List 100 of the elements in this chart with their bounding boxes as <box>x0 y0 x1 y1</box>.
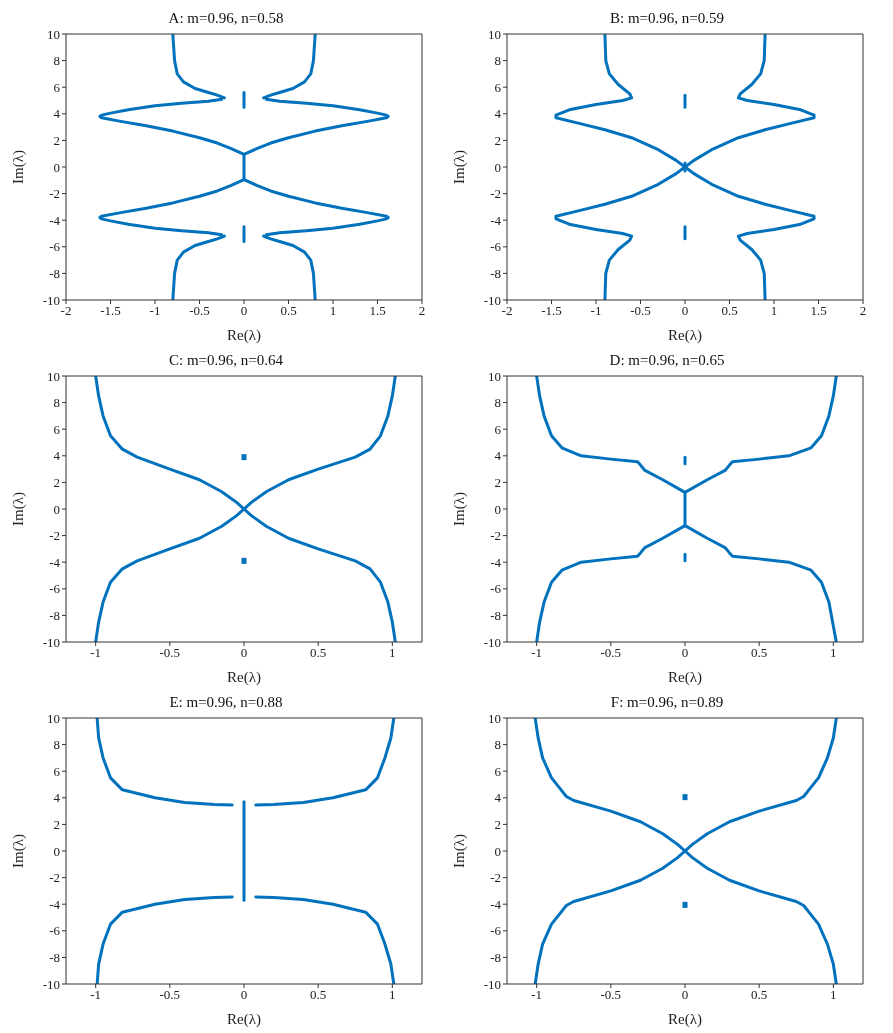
x-tick-label: -1 <box>90 987 102 1003</box>
y-tick-label: -2 <box>490 870 501 886</box>
y-tick-label: -6 <box>490 923 502 939</box>
y-tick-label: -10 <box>42 292 60 308</box>
y-tick-label: 10 <box>488 368 501 384</box>
x-axis-title: Re(λ) <box>227 669 261 686</box>
y-tick-label: -4 <box>49 554 61 570</box>
y-tick-label: 6 <box>53 763 61 779</box>
chart-title: F: m=0.96, n=0.89 <box>609 693 725 712</box>
x-tick-label: 1.5 <box>810 303 827 319</box>
y-tick-label: -10 <box>483 976 501 992</box>
y-axis-title: Im(λ) <box>10 492 28 526</box>
x-tick-label: 1 <box>389 645 396 661</box>
y-tick-label: 10 <box>47 26 60 42</box>
y-tick-label: -2 <box>49 870 60 886</box>
x-tick-label: 0.5 <box>751 645 768 661</box>
y-tick-label: 10 <box>47 710 60 726</box>
x-tick-label: 2 <box>859 303 867 319</box>
y-tick-label: 10 <box>488 26 501 42</box>
y-tick-label: 8 <box>494 53 501 69</box>
x-tick-label: 0.5 <box>310 645 327 661</box>
x-tick-label: -0.5 <box>189 303 210 319</box>
y-tick-label: -6 <box>490 581 502 597</box>
y-tick-label: 6 <box>494 763 502 779</box>
x-tick-label: 1 <box>830 987 837 1003</box>
y-tick-label: 10 <box>47 368 60 384</box>
y-tick-label: -4 <box>490 212 502 228</box>
y-tick-label: -10 <box>42 976 60 992</box>
chart-title: B: m=0.96, n=0.59 <box>609 9 725 28</box>
x-tick-label: -0.5 <box>630 303 651 319</box>
x-axis-title: Re(λ) <box>668 669 702 686</box>
x-axis-title: Re(λ) <box>668 1011 702 1028</box>
x-tick-label: -1.5 <box>100 303 121 319</box>
y-tick-label: -6 <box>49 923 61 939</box>
x-tick-label: 1 <box>830 645 837 661</box>
y-tick-label: -8 <box>490 266 501 282</box>
x-tick-label: 0.5 <box>751 987 768 1003</box>
chart-title: A: m=0.96, n=0.58 <box>167 9 285 28</box>
x-tick-label: 1 <box>770 303 778 319</box>
y-tick-label: 8 <box>494 737 501 753</box>
x-tick-label: -1 <box>531 645 543 661</box>
x-tick-label: 0 <box>681 303 689 319</box>
x-tick-label: -1 <box>531 987 543 1003</box>
y-tick-label: 0 <box>53 501 60 517</box>
x-axis-title: Re(λ) <box>227 1011 261 1028</box>
y-tick-label: -4 <box>490 896 502 912</box>
y-tick-label: -6 <box>49 239 61 255</box>
y-axis-title: Im(λ) <box>451 150 469 184</box>
y-tick-label: 8 <box>494 395 501 411</box>
x-tick-label: -1 <box>149 303 161 319</box>
y-tick-label: 6 <box>494 421 502 437</box>
y-tick-label: -2 <box>49 186 60 202</box>
x-tick-label: 0.5 <box>280 303 297 319</box>
y-tick-label: 6 <box>53 421 61 437</box>
y-tick-label: 2 <box>494 475 501 491</box>
y-tick-label: -2 <box>490 528 501 544</box>
x-tick-label: 0 <box>681 645 689 661</box>
x-tick-label: 1 <box>329 303 337 319</box>
y-tick-label: 8 <box>53 395 60 411</box>
y-tick-label: 6 <box>53 79 61 95</box>
y-tick-label: -2 <box>49 528 60 544</box>
y-tick-label: -4 <box>49 212 61 228</box>
y-tick-label: -2 <box>490 186 501 202</box>
y-tick-label: 8 <box>53 53 60 69</box>
y-tick-label: -10 <box>483 292 501 308</box>
y-tick-label: 4 <box>494 790 502 806</box>
x-tick-label: 2 <box>418 303 426 319</box>
y-axis-title: Im(λ) <box>451 834 469 868</box>
x-tick-label: -0.5 <box>600 987 622 1003</box>
y-tick-label: -8 <box>490 608 501 624</box>
x-tick-label: -0.5 <box>159 987 181 1003</box>
y-axis-title: Im(λ) <box>10 150 28 184</box>
y-tick-label: 4 <box>53 106 61 122</box>
x-tick-label: -1 <box>590 303 602 319</box>
y-tick-label: 4 <box>494 448 502 464</box>
x-tick-label: 0 <box>240 987 248 1003</box>
x-axis-title: Re(λ) <box>668 327 702 344</box>
x-tick-label: 0 <box>681 987 689 1003</box>
y-tick-label: -8 <box>49 266 60 282</box>
y-tick-label: -8 <box>49 608 60 624</box>
y-tick-label: -8 <box>49 950 60 966</box>
y-tick-label: -6 <box>49 581 61 597</box>
y-axis-title: Im(λ) <box>10 834 28 868</box>
x-tick-label: 0.5 <box>721 303 738 319</box>
y-tick-label: 2 <box>53 133 60 149</box>
y-tick-label: -10 <box>483 634 501 650</box>
x-tick-label: -0.5 <box>159 645 181 661</box>
y-tick-label: 6 <box>494 79 502 95</box>
x-tick-label: 0 <box>240 645 248 661</box>
y-tick-label: 0 <box>494 501 501 517</box>
y-tick-label: 8 <box>53 737 60 753</box>
y-tick-label: 0 <box>494 159 501 175</box>
y-tick-label: -8 <box>490 950 501 966</box>
y-tick-label: 0 <box>494 843 501 859</box>
y-tick-label: -4 <box>490 554 502 570</box>
y-tick-label: 2 <box>53 817 60 833</box>
y-tick-label: 2 <box>494 817 501 833</box>
x-tick-label: 0 <box>240 303 248 319</box>
x-tick-label: 0.5 <box>310 987 327 1003</box>
y-tick-label: 4 <box>494 106 502 122</box>
